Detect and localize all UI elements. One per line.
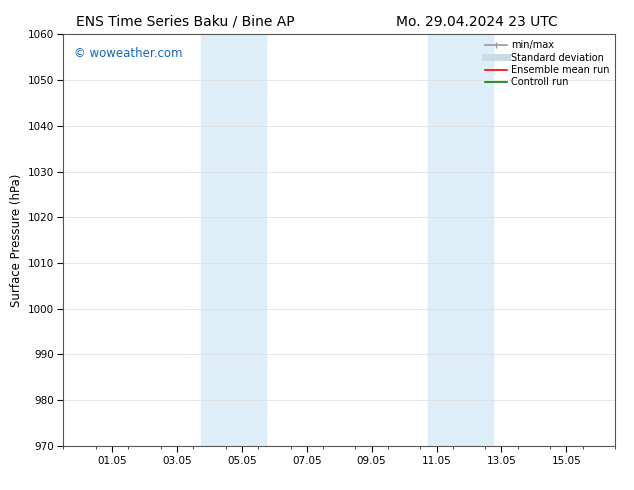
Y-axis label: Surface Pressure (hPa): Surface Pressure (hPa) bbox=[10, 173, 23, 307]
Text: Mo. 29.04.2024 23 UTC: Mo. 29.04.2024 23 UTC bbox=[396, 15, 558, 29]
Bar bbox=[202, 34, 266, 446]
Bar bbox=[429, 34, 493, 446]
Legend: min/max, Standard deviation, Ensemble mean run, Controll run: min/max, Standard deviation, Ensemble me… bbox=[481, 36, 613, 91]
Text: © woweather.com: © woweather.com bbox=[74, 47, 183, 60]
Text: ENS Time Series Baku / Bine AP: ENS Time Series Baku / Bine AP bbox=[76, 15, 295, 29]
